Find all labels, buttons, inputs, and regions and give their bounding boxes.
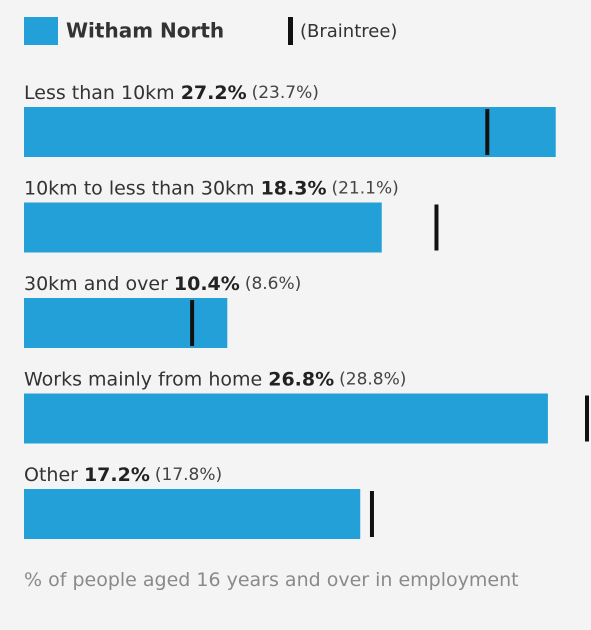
value-label: 10.4% [174, 273, 240, 295]
value-label: 17.2% [84, 464, 150, 486]
row-label: Other 17.2% (17.8%) [24, 464, 222, 486]
category-label: Other [24, 464, 78, 486]
comparison-marker [585, 395, 589, 442]
comparison-marker [369, 491, 374, 537]
comparison-label: (17.8%) [155, 465, 222, 485]
row-label: Works mainly from home 26.8% (28.8%) [24, 368, 406, 390]
chart-note: % of people aged 16 years and over in em… [24, 569, 519, 591]
comparison-label: (21.1%) [331, 179, 398, 199]
legend-swatch [24, 17, 58, 45]
comparison-label: (28.8%) [339, 370, 406, 390]
legend-marker [288, 17, 293, 45]
bar [24, 107, 556, 157]
bar [24, 202, 382, 253]
category-label: Less than 10km [24, 82, 175, 104]
category-label: 10km to less than 30km [24, 177, 255, 199]
value-label: 26.8% [268, 368, 334, 390]
comparison-marker [485, 109, 490, 155]
value-label: 27.2% [181, 82, 247, 104]
value-label: 18.3% [261, 177, 327, 199]
legend-label: Witham North [66, 19, 224, 43]
row-label: 10km to less than 30km 18.3% (21.1%) [24, 177, 399, 199]
comparison-marker [190, 300, 195, 346]
row-label: 30km and over 10.4% (8.6%) [24, 273, 301, 295]
bar [24, 393, 548, 444]
bar [24, 298, 228, 348]
comparison-label: (8.6%) [245, 274, 301, 294]
category-label: Works mainly from home [24, 368, 262, 390]
category-label: 30km and over [24, 273, 168, 295]
comparison-marker [434, 204, 439, 251]
row-label: Less than 10km 27.2% (23.7%) [24, 82, 319, 104]
chart: Witham North (Braintree) Less than 10km 27.… [24, 17, 589, 539]
comparison-label: (23.7%) [252, 83, 319, 103]
legend-label: (Braintree) [300, 21, 397, 42]
bar [24, 489, 361, 539]
